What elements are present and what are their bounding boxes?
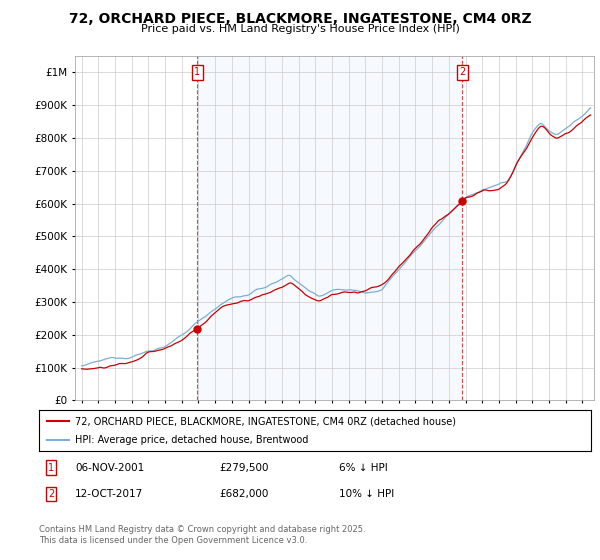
Text: 1: 1 <box>48 463 54 473</box>
Text: Price paid vs. HM Land Registry's House Price Index (HPI): Price paid vs. HM Land Registry's House … <box>140 24 460 34</box>
Text: 6% ↓ HPI: 6% ↓ HPI <box>339 463 388 473</box>
Text: 2: 2 <box>48 489 54 499</box>
Text: 1: 1 <box>194 67 200 77</box>
Text: 2: 2 <box>459 67 465 77</box>
Bar <box>197 56 462 400</box>
Text: £279,500: £279,500 <box>219 463 269 473</box>
Text: Contains HM Land Registry data © Crown copyright and database right 2025.
This d: Contains HM Land Registry data © Crown c… <box>39 525 365 545</box>
Text: HPI: Average price, detached house, Brentwood: HPI: Average price, detached house, Bren… <box>75 435 308 445</box>
Text: 72, ORCHARD PIECE, BLACKMORE, INGATESTONE, CM4 0RZ: 72, ORCHARD PIECE, BLACKMORE, INGATESTON… <box>68 12 532 26</box>
Text: 12-OCT-2017: 12-OCT-2017 <box>75 489 143 499</box>
Text: £682,000: £682,000 <box>219 489 268 499</box>
Text: 10% ↓ HPI: 10% ↓ HPI <box>339 489 394 499</box>
Text: 72, ORCHARD PIECE, BLACKMORE, INGATESTONE, CM4 0RZ (detached house): 72, ORCHARD PIECE, BLACKMORE, INGATESTON… <box>75 417 456 426</box>
Text: 06-NOV-2001: 06-NOV-2001 <box>75 463 144 473</box>
